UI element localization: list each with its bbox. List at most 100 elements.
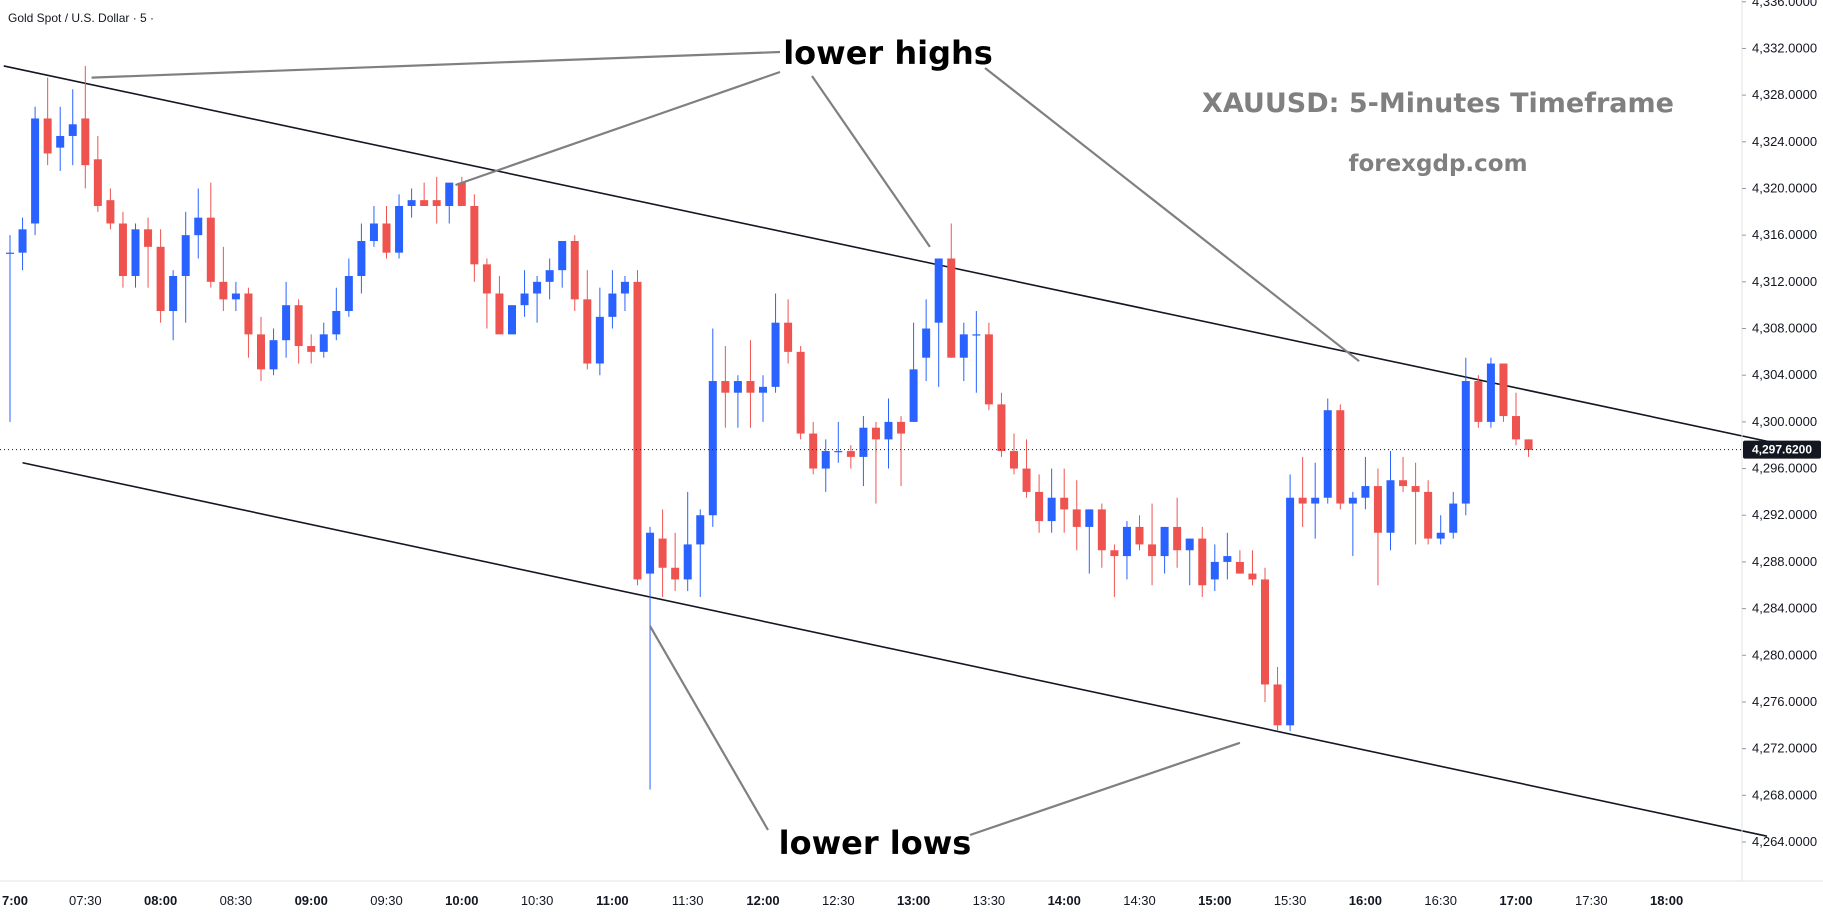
- candle[interactable]: [1122, 521, 1131, 580]
- trendline-lower[interactable]: [22, 461, 1768, 837]
- candle[interactable]: [1261, 567, 1269, 702]
- candle[interactable]: [407, 188, 416, 218]
- candle[interactable]: [809, 421, 818, 475]
- candle[interactable]: [269, 328, 278, 376]
- candle[interactable]: [984, 322, 993, 411]
- candle[interactable]: [1135, 515, 1144, 551]
- candle[interactable]: [1148, 503, 1157, 586]
- candle[interactable]: [43, 77, 52, 166]
- candle[interactable]: [595, 287, 604, 376]
- candle[interactable]: [118, 211, 127, 288]
- price-axis[interactable]: 4,264.0000 4,268.0000 4,272.0000 4,276.0000…: [1742, 0, 1817, 849]
- candle[interactable]: [997, 392, 1006, 457]
- candle[interactable]: [56, 106, 65, 171]
- candle[interactable]: [445, 182, 454, 224]
- candle[interactable]: [81, 65, 90, 189]
- candle[interactable]: [470, 194, 479, 282]
- candle[interactable]: [1486, 357, 1495, 428]
- candle[interactable]: [1010, 433, 1018, 475]
- candle[interactable]: [219, 246, 228, 312]
- candle[interactable]: [834, 421, 843, 463]
- candle[interactable]: [972, 311, 981, 393]
- candle[interactable]: [533, 276, 542, 323]
- candle[interactable]: [282, 281, 291, 358]
- candle[interactable]: [1323, 398, 1332, 504]
- candle[interactable]: [947, 223, 956, 358]
- candle[interactable]: [759, 375, 767, 422]
- candle[interactable]: [1461, 357, 1470, 516]
- candle[interactable]: [796, 346, 805, 440]
- candle[interactable]: [1223, 532, 1232, 580]
- candle[interactable]: [1512, 392, 1520, 446]
- candle[interactable]: [1499, 363, 1508, 422]
- candle[interactable]: [294, 299, 303, 364]
- candle[interactable]: [495, 276, 504, 335]
- candle[interactable]: [131, 223, 140, 288]
- candle[interactable]: [181, 211, 190, 323]
- candle[interactable]: [1449, 491, 1458, 539]
- candle[interactable]: [1110, 544, 1119, 597]
- candle[interactable]: [846, 445, 855, 469]
- candle[interactable]: [1022, 439, 1031, 498]
- candle[interactable]: [683, 491, 692, 592]
- candle[interactable]: [1436, 515, 1445, 545]
- candle[interactable]: [1210, 544, 1219, 592]
- candle[interactable]: [558, 240, 567, 288]
- candle[interactable]: [457, 176, 466, 206]
- candle[interactable]: [633, 270, 642, 586]
- time-axis[interactable]: 7:00 07:30 08:00 08:30 09:00 09:30 10:00 10:30 1…: [2, 893, 1683, 908]
- candle[interactable]: [821, 439, 830, 492]
- candle[interactable]: [959, 322, 968, 382]
- candle[interactable]: [332, 287, 341, 341]
- candle[interactable]: [1399, 456, 1408, 492]
- candle[interactable]: [93, 135, 102, 212]
- candle[interactable]: [859, 416, 868, 487]
- candle[interactable]: [646, 526, 655, 790]
- candle[interactable]: [1311, 462, 1320, 539]
- candle[interactable]: [156, 229, 165, 323]
- candle[interactable]: [1160, 526, 1169, 574]
- candle[interactable]: [432, 176, 441, 224]
- candle[interactable]: [169, 270, 178, 341]
- candle[interactable]: [746, 340, 755, 428]
- candle[interactable]: [771, 293, 780, 393]
- candle[interactable]: [1373, 468, 1382, 586]
- candle[interactable]: [721, 346, 730, 428]
- candle[interactable]: [1361, 456, 1370, 510]
- candle[interactable]: [1348, 491, 1357, 557]
- candle[interactable]: [1060, 468, 1069, 533]
- candle[interactable]: [206, 182, 215, 288]
- candle[interactable]: [708, 328, 717, 527]
- candle[interactable]: [1035, 474, 1044, 533]
- candle[interactable]: [1173, 497, 1182, 568]
- candle[interactable]: [395, 194, 404, 259]
- candle[interactable]: [319, 322, 328, 358]
- candle[interactable]: [257, 316, 265, 382]
- candle[interactable]: [1072, 480, 1081, 551]
- candle[interactable]: [1474, 375, 1483, 428]
- candle[interactable]: [1286, 474, 1295, 732]
- candle[interactable]: [884, 398, 893, 469]
- candle[interactable]: [357, 223, 366, 294]
- candle[interactable]: [144, 217, 153, 288]
- candle[interactable]: [871, 421, 880, 504]
- candle[interactable]: [934, 258, 943, 387]
- candle[interactable]: [1047, 468, 1056, 533]
- candle[interactable]: [482, 258, 491, 329]
- candle[interactable]: [369, 205, 378, 247]
- candle[interactable]: [1235, 550, 1244, 574]
- candle[interactable]: [508, 305, 516, 335]
- candle[interactable]: [194, 188, 203, 259]
- candle[interactable]: [520, 270, 529, 317]
- candle[interactable]: [897, 416, 906, 487]
- candle[interactable]: [6, 235, 14, 422]
- candle[interactable]: [733, 375, 742, 428]
- candle[interactable]: [307, 334, 316, 364]
- candle[interactable]: [671, 532, 680, 592]
- candle[interactable]: [1411, 462, 1420, 545]
- candle[interactable]: [658, 509, 667, 597]
- candle[interactable]: [1298, 456, 1307, 527]
- candle[interactable]: [922, 299, 931, 382]
- candle[interactable]: [608, 270, 617, 329]
